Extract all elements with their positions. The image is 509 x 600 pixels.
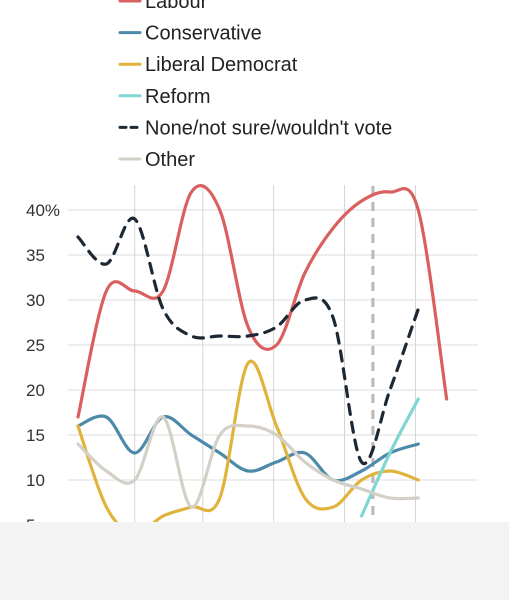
legend-item-liberal-democrat: Liberal Democrat <box>118 54 298 76</box>
legend-item-labour: Labour <box>118 0 208 13</box>
y-tick-label: 20 <box>26 381 45 400</box>
legend-label: Labour <box>145 0 208 13</box>
series-line-none-not-sure-wouldn-t-vote <box>76 216 420 466</box>
series-line-labour <box>76 184 449 419</box>
series-line-other <box>76 415 420 509</box>
series-line-liberal-democrat <box>76 359 420 522</box>
legend-label: Liberal Democrat <box>145 54 298 76</box>
y-tick-label: 25 <box>26 336 45 355</box>
legend-item-reform: Reform <box>118 86 211 108</box>
series-line-reform <box>359 397 420 518</box>
legend-item-none-not-sure-wouldn-t-vote: None/not sure/wouldn't vote <box>118 117 392 139</box>
chart: Labour Conservative Liberal Democrat Reform… <box>26 0 478 522</box>
gridlines <box>68 185 478 522</box>
y-tick-label: 35 <box>26 246 45 265</box>
y-tick-label: 5 <box>26 516 35 522</box>
legend: Labour Conservative Liberal Democrat Reform… <box>118 0 392 171</box>
y-tick-label: 15 <box>26 426 45 445</box>
legend-item-other: Other <box>118 149 195 171</box>
y-tick-label: 40% <box>26 201 60 220</box>
legend-label: None/not sure/wouldn't vote <box>145 117 392 139</box>
y-tick-label: 30 <box>26 291 45 310</box>
series-lines <box>76 184 449 522</box>
y-axis-tick-labels: 40% 35 30 25 20 15 10 5 <box>26 201 60 522</box>
footer-band <box>0 522 509 600</box>
legend-label: Other <box>145 149 195 171</box>
series-line-conservative <box>76 414 420 483</box>
legend-label: Reform <box>145 86 211 108</box>
legend-label: Conservative <box>145 23 262 45</box>
y-tick-label: 10 <box>26 471 45 490</box>
legend-item-conservative: Conservative <box>118 23 262 45</box>
